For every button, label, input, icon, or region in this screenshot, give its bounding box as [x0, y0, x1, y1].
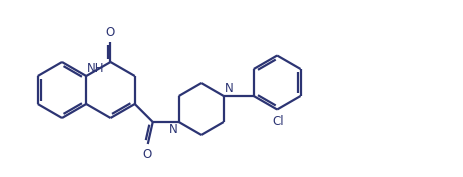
Text: O: O — [106, 26, 115, 39]
Text: O: O — [142, 148, 151, 161]
Text: NH: NH — [87, 62, 105, 75]
Text: Cl: Cl — [272, 115, 283, 127]
Text: N: N — [224, 82, 233, 95]
Text: N: N — [169, 123, 177, 136]
